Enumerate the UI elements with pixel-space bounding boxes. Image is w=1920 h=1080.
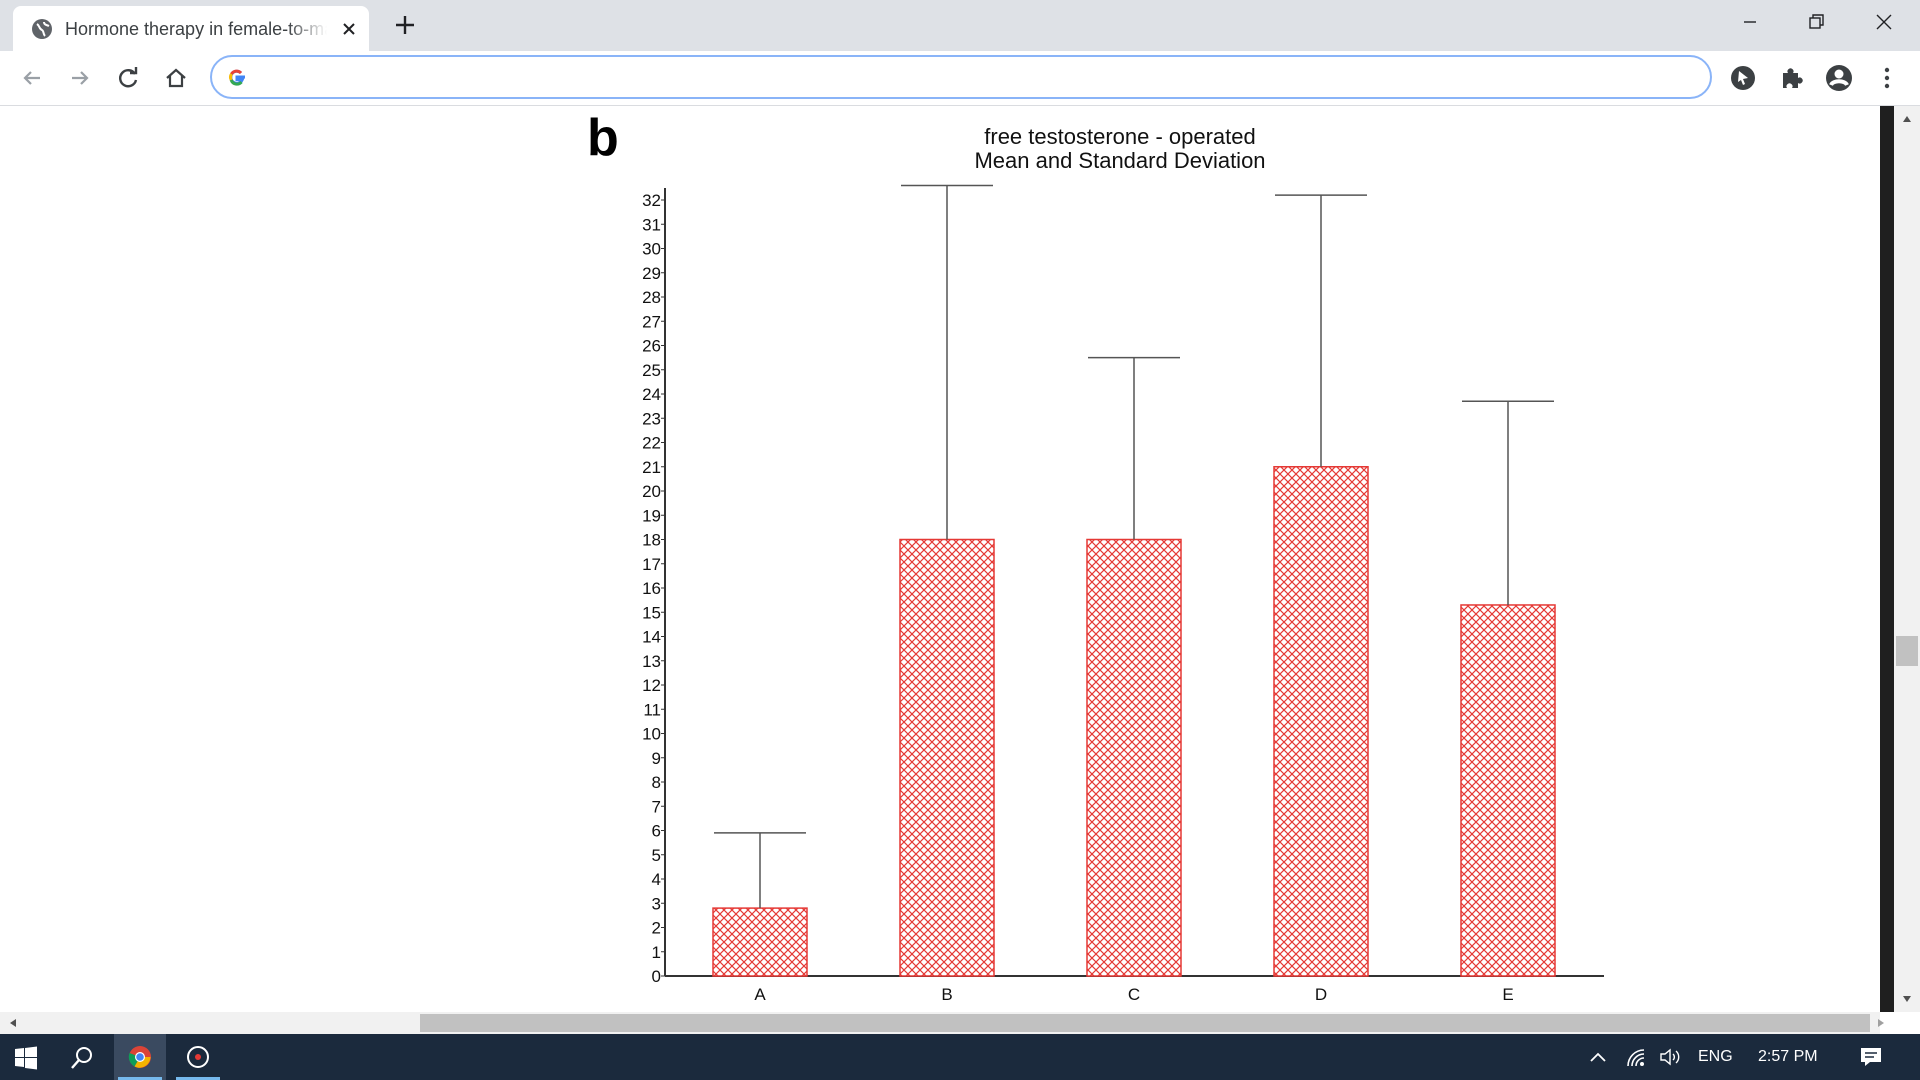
tab-title: Hormone therapy in female-to-male bbox=[65, 19, 327, 39]
puzzle-icon[interactable] bbox=[1776, 63, 1806, 93]
taskbar-chrome[interactable] bbox=[114, 1034, 166, 1080]
y-tick-label: 14 bbox=[642, 628, 661, 647]
y-tick-label: 10 bbox=[642, 725, 661, 744]
browser-tab[interactable]: Hormone therapy in female-to-male bbox=[13, 6, 369, 51]
globe-icon bbox=[32, 19, 52, 39]
wifi-icon[interactable] bbox=[1624, 1046, 1650, 1068]
y-tick-label: 5 bbox=[652, 846, 661, 865]
bar-A bbox=[712, 907, 808, 977]
start-button[interactable] bbox=[0, 1034, 52, 1080]
chrome-icon bbox=[128, 1046, 151, 1068]
y-tick-label: 24 bbox=[642, 385, 661, 404]
search-button[interactable] bbox=[56, 1034, 108, 1080]
volume-icon[interactable] bbox=[1658, 1046, 1684, 1068]
chart-subtitle: Mean and Standard Deviation bbox=[974, 148, 1265, 173]
y-tick-label: 2 bbox=[652, 919, 661, 938]
y-tick-label: 15 bbox=[642, 603, 661, 622]
y-tick-label: 30 bbox=[642, 240, 661, 259]
y-tick-label: 8 bbox=[652, 773, 661, 792]
y-tick-label: 7 bbox=[652, 797, 661, 816]
x-tick-label: D bbox=[1315, 985, 1327, 1004]
address-bar[interactable] bbox=[210, 55, 1712, 99]
y-tick-label: 23 bbox=[642, 409, 661, 428]
close-window-icon[interactable] bbox=[1864, 8, 1904, 36]
bar-B bbox=[899, 538, 995, 977]
bar-E bbox=[1460, 604, 1556, 977]
reload-icon[interactable] bbox=[114, 64, 142, 92]
bar-D bbox=[1273, 466, 1369, 977]
clock[interactable]: 2:57 PM bbox=[1758, 1048, 1818, 1065]
forward-arrow-icon[interactable] bbox=[66, 64, 94, 92]
language-indicator[interactable]: ENG bbox=[1698, 1048, 1733, 1065]
y-tick-label: 17 bbox=[642, 555, 661, 574]
back-arrow-icon[interactable] bbox=[18, 64, 46, 92]
vertical-scrollbar[interactable] bbox=[1880, 106, 1920, 1012]
y-tick-label: 12 bbox=[642, 676, 661, 695]
extension-cursor-icon[interactable] bbox=[1728, 63, 1758, 93]
browser-toolbar bbox=[0, 51, 1920, 106]
y-tick-label: 22 bbox=[642, 434, 661, 453]
y-tick-label: 16 bbox=[642, 579, 661, 598]
y-tick-label: 29 bbox=[642, 264, 661, 283]
x-tick-label: C bbox=[1128, 985, 1140, 1004]
menu-dots-icon[interactable] bbox=[1872, 63, 1902, 93]
tab-close-icon[interactable] bbox=[339, 19, 359, 39]
scroll-left-arrow-icon[interactable] bbox=[6, 1016, 20, 1030]
y-tick-label: 21 bbox=[642, 458, 661, 477]
scrollbar-shadow bbox=[1880, 106, 1894, 1012]
y-tick-label: 9 bbox=[652, 749, 661, 768]
y-tick-label: 18 bbox=[642, 531, 661, 550]
y-tick-label: 25 bbox=[642, 361, 661, 380]
active-app-indicator bbox=[118, 1077, 162, 1080]
new-tab-icon[interactable] bbox=[392, 12, 418, 38]
vertical-scroll-thumb[interactable] bbox=[1896, 636, 1918, 666]
browser-titlebar: Hormone therapy in female-to-male bbox=[0, 0, 1920, 51]
chevron-up-icon[interactable] bbox=[1586, 1046, 1610, 1068]
media-app-icon bbox=[187, 1046, 209, 1068]
y-tick-label: 32 bbox=[642, 191, 661, 210]
scroll-right-arrow-icon[interactable] bbox=[1874, 1016, 1888, 1030]
y-tick-label: 3 bbox=[652, 894, 661, 913]
bar-C bbox=[1086, 538, 1182, 977]
y-tick-label: 13 bbox=[642, 652, 661, 671]
y-tick-label: 0 bbox=[652, 967, 661, 986]
minimize-icon[interactable] bbox=[1730, 8, 1770, 36]
notification-icon[interactable] bbox=[1858, 1046, 1884, 1068]
profile-icon[interactable] bbox=[1824, 63, 1854, 93]
scroll-up-arrow-icon[interactable] bbox=[1900, 112, 1914, 126]
chart-title: free testosterone - operated bbox=[984, 124, 1256, 149]
horizontal-scroll-thumb[interactable] bbox=[420, 1014, 1870, 1032]
windows-taskbar: ENG 2:57 PM bbox=[0, 1034, 1920, 1080]
figure-label: b bbox=[587, 109, 619, 167]
windows-start-icon bbox=[15, 1046, 37, 1070]
x-tick-label: B bbox=[941, 985, 952, 1004]
y-tick-label: 20 bbox=[642, 482, 661, 501]
y-tick-label: 6 bbox=[652, 822, 661, 841]
home-icon[interactable] bbox=[162, 64, 190, 92]
horizontal-scrollbar[interactable] bbox=[0, 1012, 1884, 1034]
google-icon bbox=[229, 69, 245, 86]
taskbar-media-app[interactable] bbox=[172, 1034, 224, 1080]
y-tick-label: 31 bbox=[642, 215, 661, 234]
y-tick-label: 27 bbox=[642, 312, 661, 331]
y-tick-label: 11 bbox=[643, 700, 661, 719]
y-tick-label: 1 bbox=[652, 943, 661, 962]
scroll-down-arrow-icon[interactable] bbox=[1900, 992, 1914, 1006]
search-icon bbox=[71, 1047, 92, 1069]
y-tick-label: 26 bbox=[642, 337, 661, 356]
address-input[interactable] bbox=[258, 62, 1682, 94]
x-tick-label: A bbox=[754, 985, 766, 1004]
x-tick-label: E bbox=[1502, 985, 1513, 1004]
y-tick-label: 4 bbox=[652, 870, 661, 889]
restore-icon[interactable] bbox=[1796, 8, 1836, 36]
page-content: b free testosterone - operated Mean and S… bbox=[0, 106, 1880, 1012]
y-tick-label: 28 bbox=[642, 288, 661, 307]
open-app-indicator bbox=[176, 1077, 220, 1080]
y-tick-label: 19 bbox=[642, 506, 661, 525]
